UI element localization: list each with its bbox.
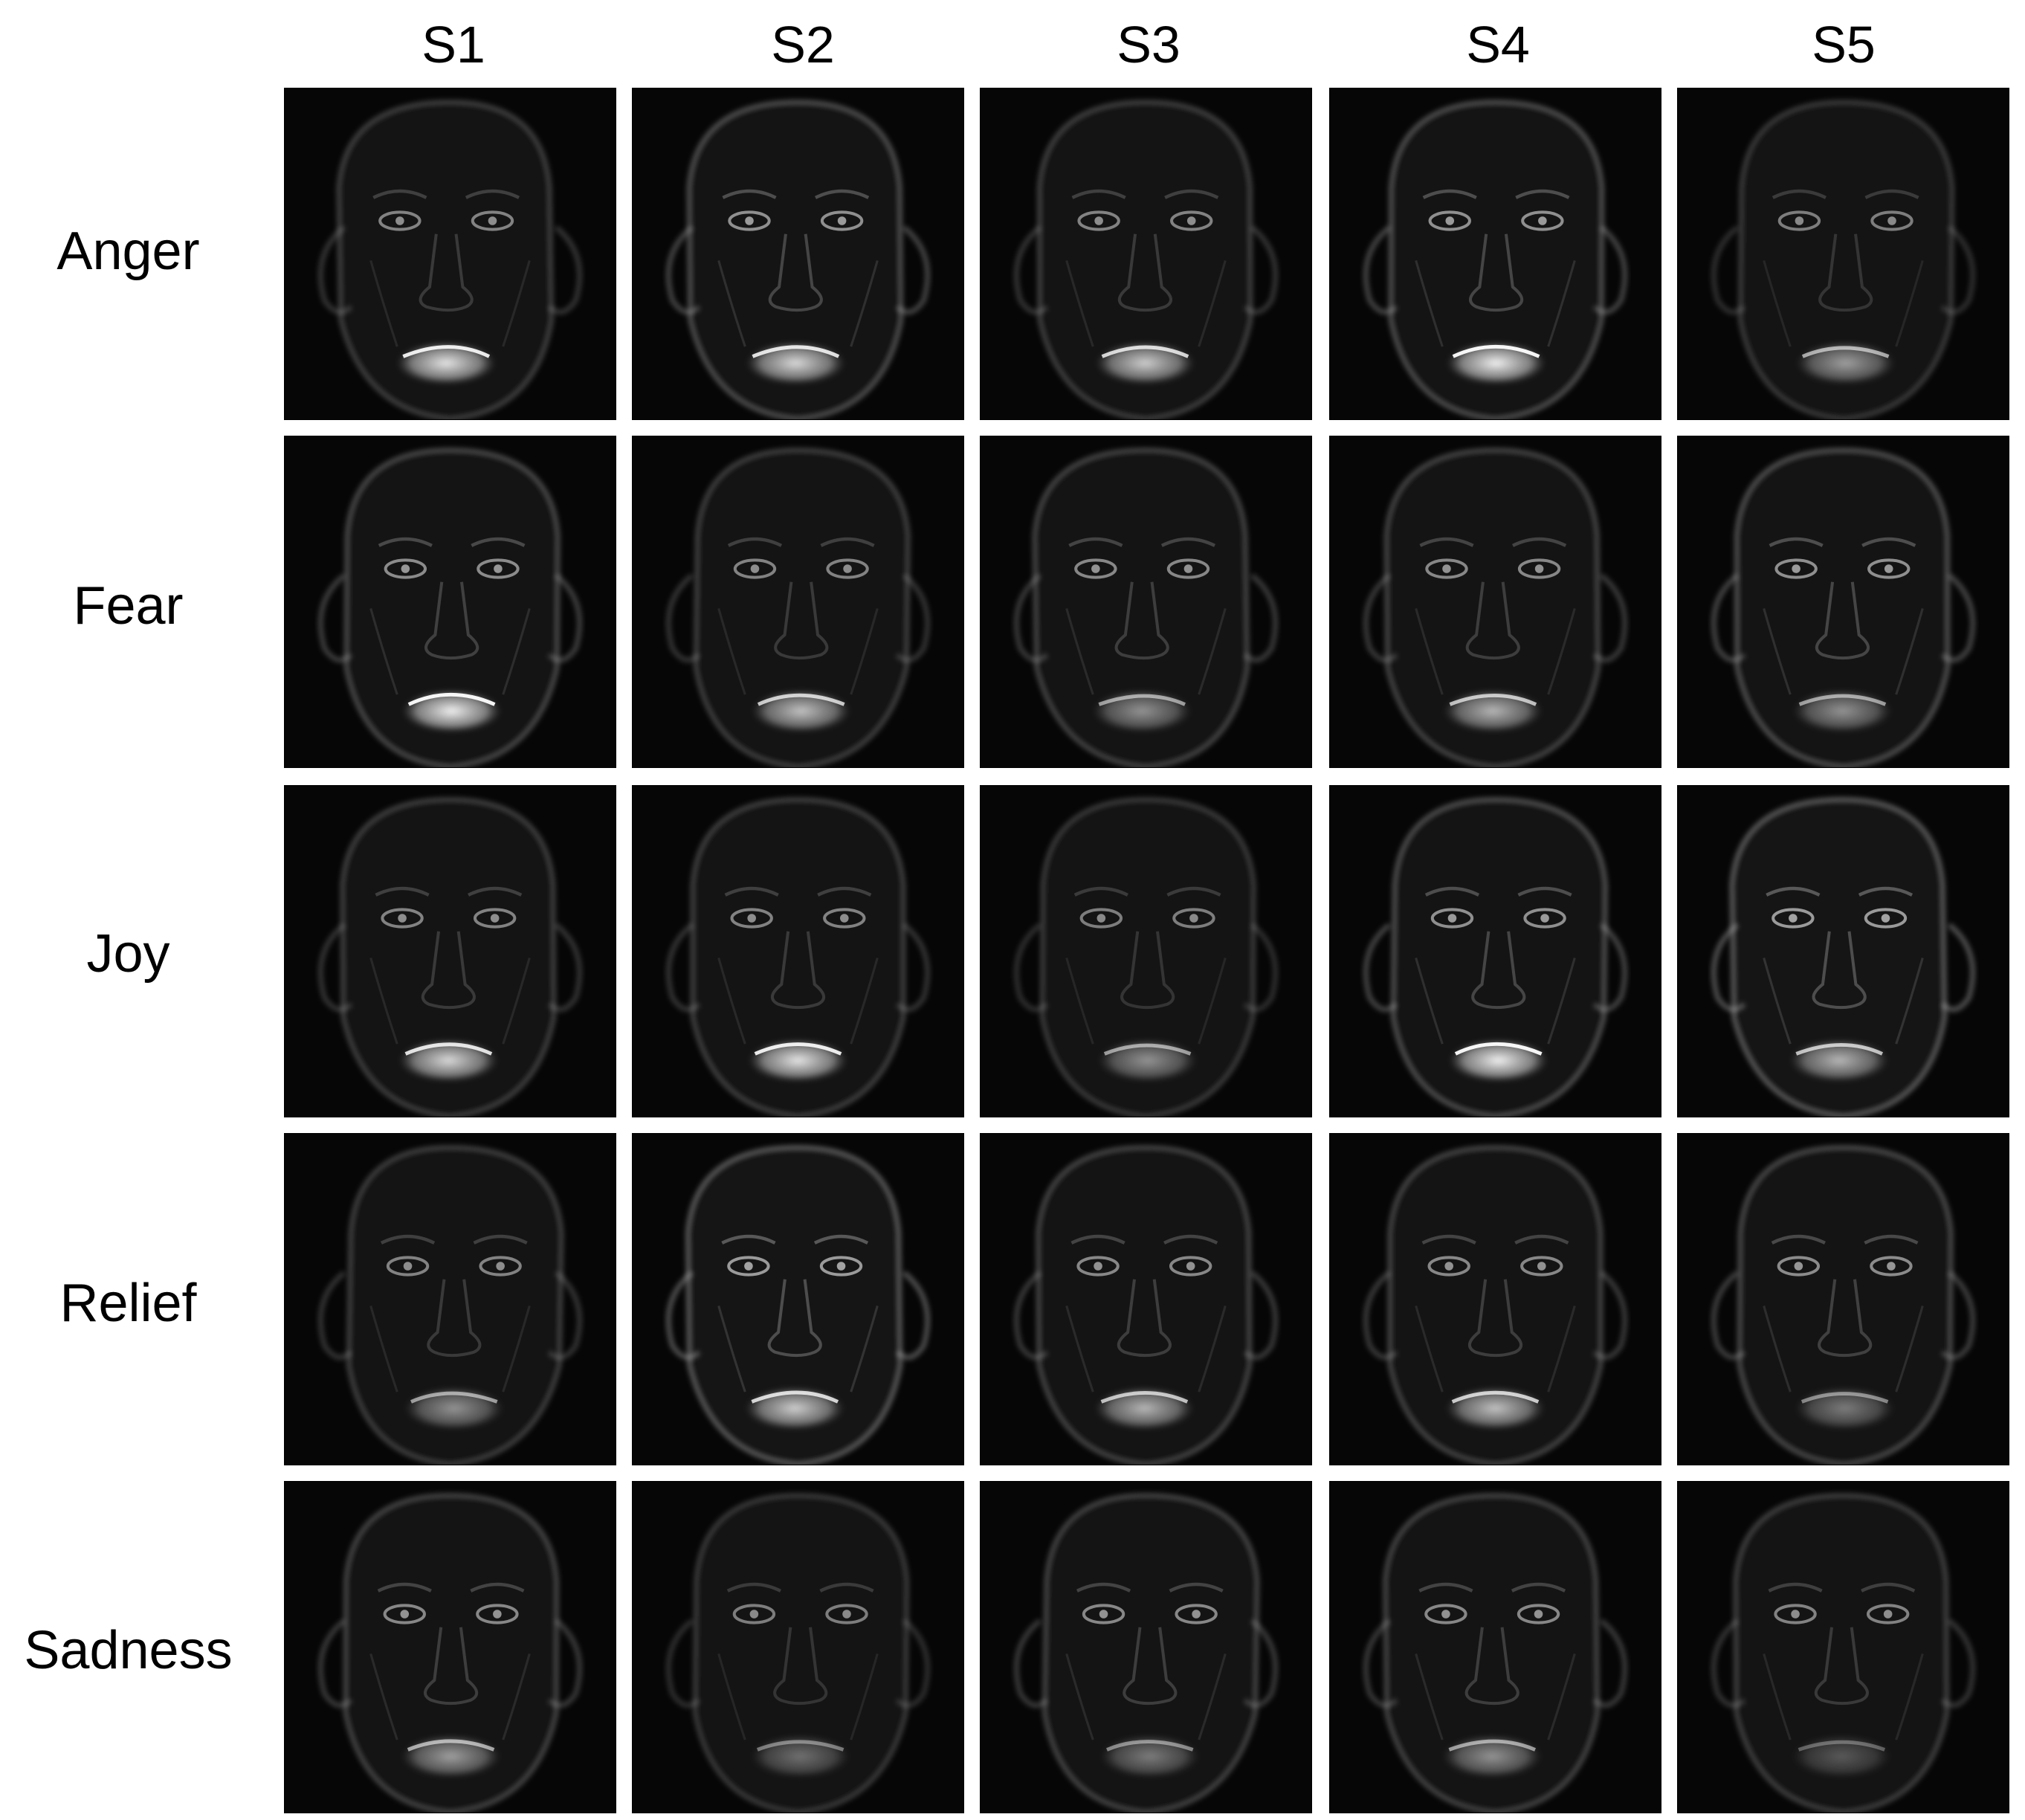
face-saliency-image — [285, 1134, 616, 1465]
column-label-s1: S1 — [422, 16, 485, 74]
face-saliency-image — [981, 436, 1311, 767]
row-label-relief: Relief — [59, 1274, 197, 1333]
face-saliency-image — [1330, 1134, 1661, 1465]
saliency-map-anger-s2 — [632, 88, 964, 420]
face-saliency-image — [1330, 88, 1661, 419]
saliency-map-fear-s1 — [284, 436, 616, 768]
saliency-map-anger-s3 — [980, 88, 1312, 420]
saliency-map-relief-s4 — [1329, 1133, 1661, 1465]
row-label-anger: Anger — [56, 222, 200, 281]
face-saliency-image — [633, 1482, 963, 1813]
face-saliency-image — [633, 786, 963, 1117]
face-saliency-image — [285, 436, 616, 767]
saliency-map-relief-s1 — [284, 1133, 616, 1465]
column-label-s5: S5 — [1812, 16, 1876, 74]
face-saliency-image — [633, 436, 963, 767]
saliency-map-joy-s2 — [632, 785, 964, 1117]
face-saliency-image — [981, 88, 1311, 419]
face-saliency-image — [1678, 1134, 2009, 1465]
face-saliency-image — [1678, 786, 2009, 1117]
face-saliency-image — [981, 1134, 1311, 1465]
face-saliency-image — [285, 1482, 616, 1813]
saliency-map-sadness-s3 — [980, 1481, 1312, 1813]
saliency-map-sadness-s1 — [284, 1481, 616, 1813]
saliency-map-relief-s2 — [632, 1133, 964, 1465]
face-saliency-image — [1330, 1482, 1661, 1813]
saliency-map-joy-s4 — [1329, 785, 1661, 1117]
face-saliency-image — [633, 88, 963, 419]
column-label-s3: S3 — [1117, 16, 1181, 74]
saliency-map-sadness-s4 — [1329, 1481, 1661, 1813]
row-label-sadness: Sadness — [24, 1621, 233, 1680]
face-saliency-image — [1330, 436, 1661, 767]
face-saliency-image — [981, 1482, 1311, 1813]
face-saliency-image — [285, 88, 616, 419]
saliency-map-sadness-s2 — [632, 1481, 964, 1813]
saliency-map-joy-s3 — [980, 785, 1312, 1117]
saliency-map-anger-s5 — [1677, 88, 2009, 420]
saliency-map-fear-s5 — [1677, 436, 2009, 768]
saliency-map-fear-s2 — [632, 436, 964, 768]
face-saliency-image — [981, 786, 1311, 1117]
saliency-map-relief-s3 — [980, 1133, 1312, 1465]
row-label-joy: Joy — [86, 924, 170, 984]
saliency-map-sadness-s5 — [1677, 1481, 2009, 1813]
saliency-map-joy-s5 — [1677, 785, 2009, 1117]
saliency-map-fear-s4 — [1329, 436, 1661, 768]
face-saliency-image — [1678, 88, 2009, 419]
saliency-map-joy-s1 — [284, 785, 616, 1117]
saliency-map-relief-s5 — [1677, 1133, 2009, 1465]
face-saliency-image — [1330, 786, 1661, 1117]
saliency-map-fear-s3 — [980, 436, 1312, 768]
face-saliency-image — [1678, 436, 2009, 767]
column-label-s4: S4 — [1466, 16, 1530, 74]
saliency-map-anger-s4 — [1329, 88, 1661, 420]
face-saliency-image — [285, 786, 616, 1117]
column-label-s2: S2 — [771, 16, 835, 74]
face-saliency-image — [1678, 1482, 2009, 1813]
saliency-map-anger-s1 — [284, 88, 616, 420]
row-label-fear: Fear — [73, 576, 184, 636]
face-saliency-image — [633, 1134, 963, 1465]
